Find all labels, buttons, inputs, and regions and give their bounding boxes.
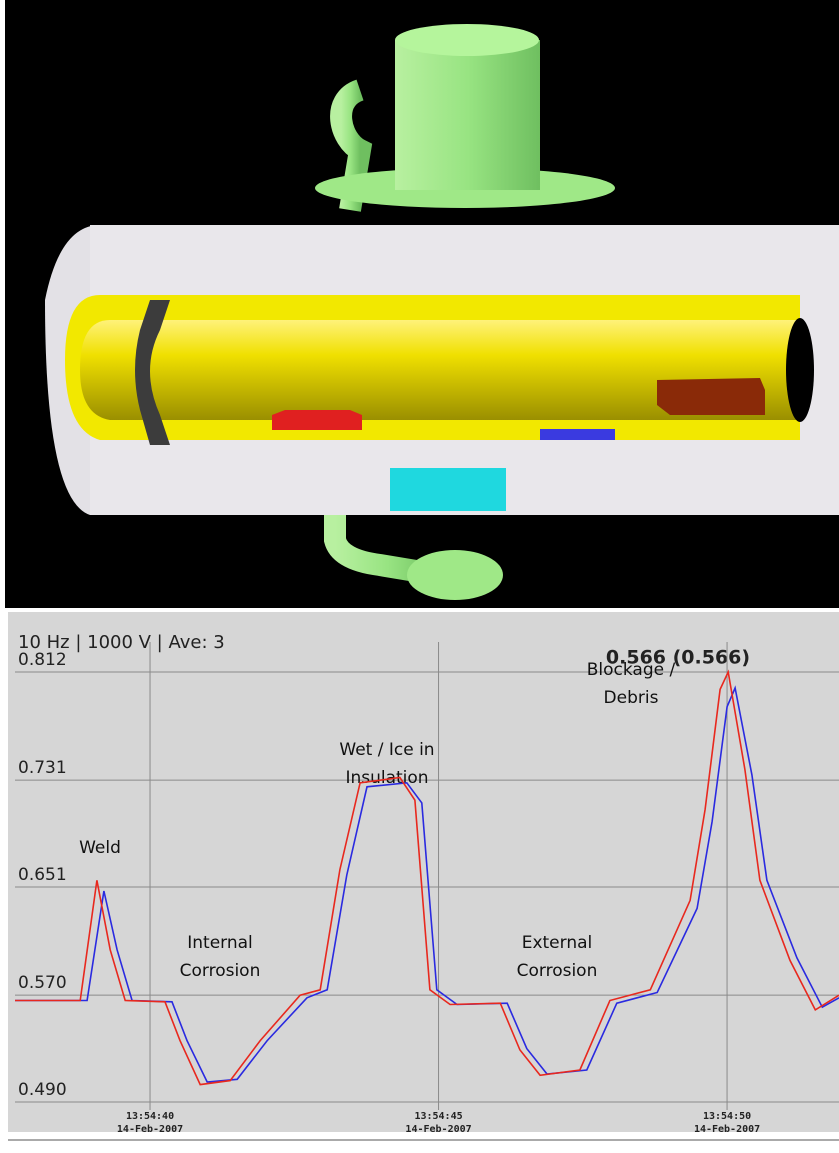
x-tick-label: 13:54:40 [126,1111,174,1122]
annotation: Blockage / [587,660,676,680]
annotation: Corrosion [517,961,598,981]
annotation: Internal [187,933,253,953]
x-tick-date: 14-Feb-2007 [694,1124,760,1135]
page: 10 Hz | 1000 V | Ave: 3 0.566 (0.566) 0.… [0,0,839,1153]
x-tick-date: 14-Feb-2007 [117,1124,183,1135]
annotation: Weld [79,838,121,858]
x-tick-label: 13:54:50 [703,1111,751,1122]
y-tick-label: 0.570 [18,973,67,993]
y-tick-label: 0.812 [18,650,67,670]
y-tick-label: 0.731 [18,758,67,778]
y-tick-label: 0.490 [18,1080,67,1100]
plot-background [8,612,839,1132]
annotation: Corrosion [180,961,261,981]
x-tick-label: 13:54:45 [414,1111,462,1122]
annotation: Debris [604,688,659,708]
y-tick-label: 0.651 [18,865,67,885]
x-tick-date: 14-Feb-2007 [405,1124,471,1135]
annotation: Wet / Ice in [339,740,434,760]
pipe-illustration [5,0,839,608]
annotation: External [522,933,593,953]
